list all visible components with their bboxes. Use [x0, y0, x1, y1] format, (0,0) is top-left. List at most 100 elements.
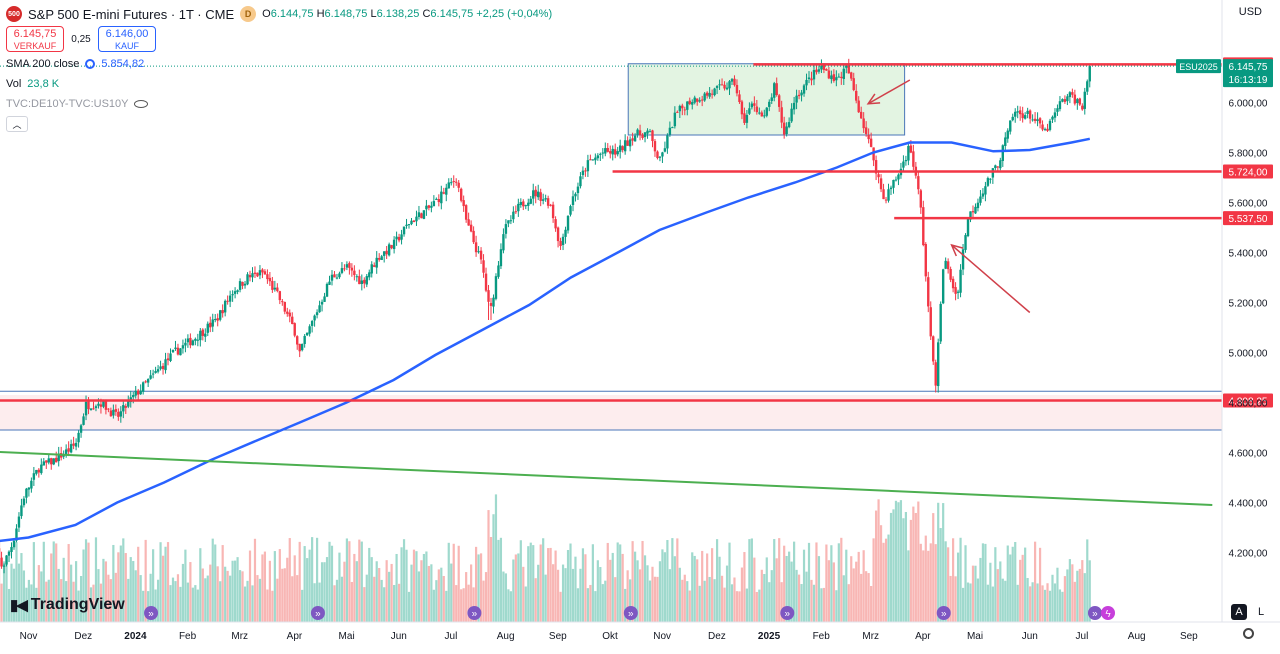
candle-body	[649, 131, 651, 132]
candle-body	[139, 391, 141, 395]
loading-ring-icon	[85, 59, 95, 69]
candle-body	[279, 291, 281, 300]
buy-button[interactable]: 6.146,00 KAUF	[98, 26, 156, 52]
candle-body	[582, 171, 584, 175]
candle-body	[321, 302, 323, 305]
current-price-label: 6.145,75	[1229, 62, 1268, 73]
candle-body	[505, 224, 507, 234]
symbol-title[interactable]: S&P 500 E-mini Futures · 1T · CME	[28, 7, 234, 22]
candle-body	[818, 69, 820, 71]
volume-bar	[405, 550, 407, 622]
volume-bar	[885, 539, 887, 622]
comparison-row[interactable]: TVC:DE10Y-TVC:US10Y	[6, 94, 552, 114]
volume-bar	[689, 591, 691, 622]
volume-bar	[699, 586, 701, 622]
time-tick-label: 2024	[124, 631, 147, 642]
candle-body	[33, 473, 35, 480]
event-marker-glyph: »	[941, 609, 947, 620]
candle-body	[795, 96, 797, 103]
volume-bar	[882, 543, 884, 622]
volume-bar	[569, 544, 571, 622]
candle-body	[629, 139, 631, 146]
price-scale: 6.152,755.724,005.537,504.808,254.200,00…	[1176, 0, 1273, 622]
sma-indicator-row[interactable]: SMA 200 close 5.854,82	[6, 54, 552, 74]
candle-body	[624, 140, 626, 151]
candle-body	[142, 382, 144, 391]
volume-bar	[433, 590, 435, 622]
delayed-data-badge[interactable]: D	[240, 6, 256, 22]
buy-label: KAUF	[99, 40, 155, 52]
gear-icon[interactable]	[1243, 628, 1254, 639]
chevron-up-icon[interactable]: ︿	[6, 116, 28, 132]
candle-body	[226, 301, 228, 302]
volume-bar	[497, 540, 499, 622]
volume-bar	[1069, 559, 1071, 622]
volume-bar	[194, 585, 196, 622]
volume-bar	[554, 551, 556, 622]
candle-body	[646, 131, 648, 134]
candle-body	[269, 278, 271, 281]
candle-body	[256, 273, 258, 277]
volume-bar	[125, 553, 127, 622]
volume-bar	[279, 549, 281, 622]
candle-body	[825, 69, 827, 71]
volume-bar	[189, 562, 191, 622]
candle-body	[224, 301, 226, 313]
volume-bar	[1012, 547, 1014, 622]
volume-bar	[858, 552, 860, 622]
volume-bar	[261, 554, 263, 622]
auto-scale-button[interactable]: A	[1231, 604, 1247, 620]
candle-body	[549, 205, 551, 206]
volume-bar	[676, 538, 678, 622]
volume-bar	[227, 571, 229, 622]
candle-body	[398, 237, 400, 240]
candle-body	[887, 189, 889, 200]
volume-bar	[381, 580, 383, 622]
candle-body	[895, 179, 897, 180]
volume-bar	[164, 547, 166, 622]
volume-bar	[376, 561, 378, 622]
candle-body	[162, 366, 164, 369]
volume-bar	[853, 568, 855, 622]
candle-body	[838, 77, 840, 78]
candle-body	[1069, 92, 1071, 97]
candle-body	[641, 135, 643, 138]
volume-bar	[694, 556, 696, 622]
candle-body	[120, 411, 122, 416]
eye-hidden-icon[interactable]	[134, 100, 148, 108]
volume-bar	[177, 574, 179, 622]
candle-body	[380, 256, 382, 260]
candle-body	[85, 402, 87, 415]
volume-bar	[925, 536, 927, 622]
candle-body	[343, 268, 345, 269]
candle-body	[246, 274, 248, 284]
volume-bar	[296, 575, 298, 622]
candle-body	[1051, 117, 1053, 120]
candle-body	[450, 182, 452, 183]
volume-bar	[902, 518, 904, 622]
log-scale-button[interactable]: L	[1253, 604, 1269, 620]
volume-bar	[873, 538, 875, 622]
volume-bar	[219, 581, 221, 622]
volume-bar	[743, 552, 745, 622]
volume-label: Vol	[6, 78, 21, 90]
volume-bar	[239, 570, 241, 622]
volume-indicator-row[interactable]: Vol 23,8 K	[6, 74, 552, 94]
candle-body	[301, 344, 303, 350]
price-tick-label: 4.200,00	[1229, 549, 1268, 560]
currency-selector[interactable]: USD	[1239, 6, 1262, 18]
volume-bar	[830, 545, 832, 622]
candle-body	[815, 70, 817, 73]
sell-button[interactable]: 6.145,75 VERKAUF	[6, 26, 64, 52]
sma-label: SMA 200 close	[6, 58, 79, 70]
volume-bar	[1022, 555, 1024, 622]
candle-body	[830, 75, 832, 79]
candle-body	[743, 113, 745, 123]
candle-body	[798, 95, 800, 96]
candle-body	[169, 353, 171, 361]
volume-bar	[646, 565, 648, 622]
candle-body	[857, 101, 859, 113]
candle-body	[925, 244, 927, 276]
volume-bar	[1074, 582, 1076, 622]
volume-bar	[728, 543, 730, 622]
